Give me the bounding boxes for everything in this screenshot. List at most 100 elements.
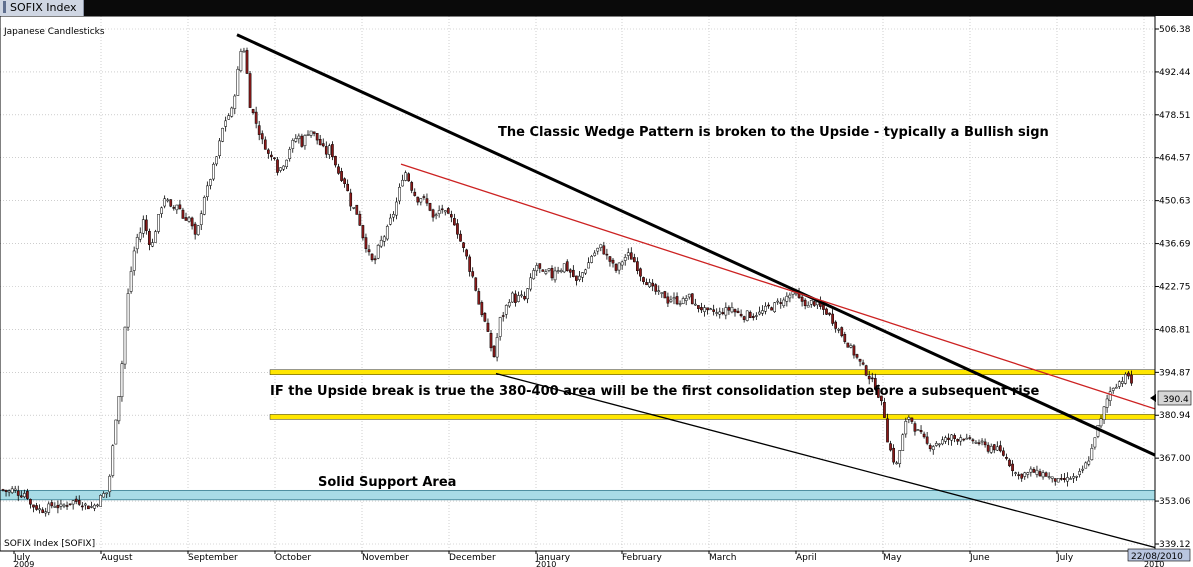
candle-body bbox=[245, 50, 249, 74]
candle-body bbox=[190, 217, 194, 227]
candle bbox=[306, 130, 310, 136]
candle-body bbox=[944, 437, 947, 442]
candle-body bbox=[324, 146, 328, 155]
candle bbox=[1050, 476, 1054, 483]
candle-body bbox=[50, 502, 54, 507]
candle-body bbox=[196, 225, 200, 235]
candle bbox=[446, 206, 450, 214]
candle bbox=[105, 492, 109, 498]
candle-body bbox=[218, 140, 221, 156]
candle-body bbox=[611, 259, 615, 264]
candle-body bbox=[489, 332, 493, 349]
candle-body bbox=[538, 263, 542, 269]
candle-body bbox=[227, 115, 231, 120]
candle-body bbox=[68, 503, 72, 506]
candle bbox=[642, 276, 645, 285]
x-tick-label: June bbox=[969, 553, 990, 563]
wedge-lower-black bbox=[495, 372, 1156, 549]
candle bbox=[559, 268, 563, 274]
candle-body bbox=[263, 139, 267, 150]
candle-body bbox=[602, 245, 606, 255]
candle bbox=[709, 307, 712, 311]
candle bbox=[1108, 386, 1112, 406]
candle bbox=[1, 488, 5, 492]
candle-body bbox=[352, 207, 356, 209]
candle bbox=[431, 208, 435, 222]
candle-body bbox=[623, 256, 627, 261]
candle bbox=[309, 130, 313, 138]
candle-body bbox=[904, 421, 908, 435]
candle-body bbox=[105, 492, 109, 495]
candle bbox=[614, 263, 618, 273]
candle-body bbox=[828, 312, 831, 315]
consolidation-upper-line bbox=[269, 369, 1156, 375]
candle bbox=[1044, 471, 1048, 477]
candle-body bbox=[209, 179, 212, 186]
candle bbox=[568, 268, 572, 278]
candle-body bbox=[382, 236, 386, 242]
candle bbox=[514, 290, 517, 307]
candle-body bbox=[541, 269, 545, 272]
candle bbox=[340, 167, 343, 183]
candle-body bbox=[608, 256, 612, 262]
candle-body bbox=[1056, 478, 1060, 483]
candle-body bbox=[962, 438, 966, 441]
candle bbox=[727, 305, 731, 315]
candle bbox=[453, 213, 456, 226]
candle-body bbox=[135, 237, 139, 250]
x-tick-label: April bbox=[796, 553, 817, 563]
candle bbox=[157, 214, 160, 234]
candle bbox=[334, 155, 337, 168]
candle-body bbox=[895, 462, 898, 465]
candle-body bbox=[742, 316, 746, 320]
candle-body bbox=[1075, 476, 1078, 478]
candle bbox=[303, 134, 307, 150]
candle bbox=[843, 331, 847, 344]
x-tick-label: May bbox=[883, 553, 902, 563]
candle bbox=[80, 502, 84, 511]
candle bbox=[1105, 394, 1109, 413]
candle bbox=[1117, 380, 1121, 389]
candle-body bbox=[492, 345, 496, 357]
candle bbox=[358, 210, 362, 226]
candle bbox=[248, 70, 252, 108]
candle-body bbox=[1069, 478, 1072, 480]
candle bbox=[151, 238, 154, 248]
candle-body bbox=[767, 304, 770, 307]
candle-body bbox=[678, 303, 682, 305]
candles bbox=[1, 47, 1133, 517]
candle-body bbox=[242, 50, 246, 53]
candle bbox=[163, 195, 167, 209]
candle bbox=[999, 440, 1002, 453]
candle-body bbox=[166, 199, 170, 202]
candle-body bbox=[1011, 463, 1014, 472]
candle-body bbox=[1063, 478, 1066, 480]
candle bbox=[440, 204, 444, 214]
candle-body bbox=[852, 345, 856, 356]
y-tick-label: 353.06 bbox=[1159, 497, 1191, 507]
candle-body bbox=[1023, 472, 1027, 477]
candle bbox=[486, 318, 490, 332]
candle bbox=[956, 438, 959, 445]
candle bbox=[1011, 460, 1014, 477]
candle bbox=[129, 266, 133, 294]
last-date-marker: 22/08/2010 bbox=[1127, 548, 1191, 562]
support-zone bbox=[0, 489, 1156, 501]
chart-window-tab[interactable]: SOFIX Index bbox=[0, 0, 84, 16]
y-tick-label: 408.81 bbox=[1159, 325, 1191, 335]
candle bbox=[770, 306, 773, 311]
candle bbox=[47, 501, 51, 516]
candle bbox=[135, 233, 139, 254]
candle bbox=[145, 215, 148, 235]
candle-body bbox=[529, 277, 532, 290]
candle bbox=[1041, 470, 1045, 480]
candle-body bbox=[282, 165, 285, 170]
candle-body bbox=[74, 498, 78, 502]
candle-body bbox=[672, 297, 676, 300]
candle-body bbox=[675, 296, 679, 305]
candle bbox=[483, 312, 487, 323]
candle-body bbox=[983, 441, 987, 446]
candle-body bbox=[687, 293, 691, 298]
candle-body bbox=[428, 202, 432, 211]
candle bbox=[520, 290, 523, 298]
